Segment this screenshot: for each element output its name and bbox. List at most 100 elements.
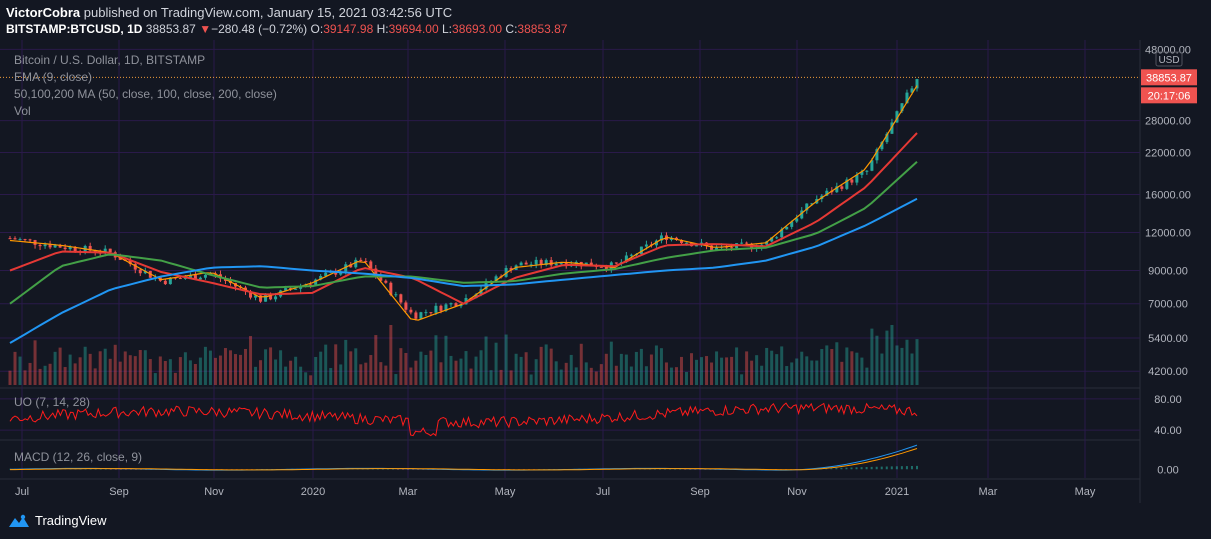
macd-histogram-bar	[119, 469, 122, 470]
volume-bar	[795, 358, 799, 385]
candle-body	[850, 179, 854, 183]
time-axis-label: May	[495, 486, 516, 498]
volume-bar	[133, 356, 137, 385]
macd-histogram-bar	[396, 469, 399, 470]
volume-bar	[148, 359, 152, 385]
candle-body	[389, 282, 393, 295]
volume-bar	[619, 353, 623, 385]
volume-bar	[564, 362, 568, 385]
volume-bar	[364, 362, 368, 385]
volume-bar	[780, 346, 784, 385]
candle-body	[88, 245, 92, 251]
candle-body	[63, 247, 67, 250]
volume-bar	[13, 351, 17, 385]
tradingview-logo[interactable]: TradingView	[8, 513, 107, 528]
volume-bar	[790, 362, 794, 385]
candle-body	[309, 284, 313, 286]
candle-body	[274, 296, 278, 300]
uo-line	[9, 402, 918, 437]
candle-body	[740, 242, 744, 244]
candle-body	[840, 186, 844, 189]
macd-histogram-bar	[376, 469, 379, 470]
candle-body	[785, 226, 789, 230]
macd-histogram-bar	[845, 467, 848, 470]
volume-bar	[324, 344, 328, 385]
volume-bar	[399, 348, 403, 385]
volume-bar	[63, 367, 67, 385]
macd-histogram-bar	[381, 469, 384, 470]
footer: TradingView	[0, 503, 1211, 539]
volume-bar	[805, 356, 809, 385]
signal-line	[10, 448, 918, 471]
volume-bar	[910, 353, 914, 385]
volume-bar	[554, 361, 558, 385]
volume-bar	[93, 368, 97, 385]
volume-bars	[8, 325, 919, 385]
low-value: 38693.00	[452, 22, 503, 36]
volume-bar	[259, 360, 263, 385]
volume-bar	[860, 357, 864, 385]
candle-body	[198, 277, 202, 280]
volume-bar	[644, 366, 648, 385]
candle-body	[614, 262, 618, 264]
macd-histogram-bar	[109, 469, 112, 470]
volume-bar	[720, 357, 724, 385]
volume-bar	[123, 351, 127, 385]
price-chart[interactable]: Jul Sep Nov 2020 Mar May Jul Sep Nov 2021 Mar May48…	[0, 40, 1211, 503]
candle-body	[775, 237, 779, 239]
volume-bar	[158, 356, 162, 385]
macd-histogram-bar	[840, 467, 843, 470]
volume-bar	[574, 367, 578, 385]
volume-bar	[203, 346, 207, 385]
volume-bar	[314, 356, 318, 385]
macd-histogram-bar	[659, 469, 662, 470]
candle-body	[730, 247, 734, 249]
volume-bar	[469, 368, 473, 385]
candle-body	[810, 203, 814, 205]
volume-bar	[705, 356, 709, 385]
volume-bar	[213, 357, 217, 385]
volume-bar	[98, 351, 102, 385]
candle-body	[374, 268, 378, 276]
author-name[interactable]: VictorCobra	[6, 5, 81, 20]
candle-body	[8, 238, 12, 240]
volume-bar	[168, 359, 172, 385]
macd-histogram-bar	[684, 469, 687, 470]
volume-bar	[88, 353, 92, 385]
volume-bar	[509, 370, 513, 385]
volume-bar	[38, 368, 42, 385]
volume-bar	[138, 350, 142, 385]
volume-bar	[594, 371, 598, 385]
volume-bar	[419, 351, 423, 385]
tradingview-logo-text: TradingView	[35, 513, 107, 528]
volume-bar	[239, 354, 243, 385]
symbol-label[interactable]: BITSTAMP:BTCUSD, 1D	[6, 22, 143, 36]
volume-bar	[900, 347, 904, 385]
price-axis-tick: 7000.00	[1148, 299, 1188, 311]
legend-vol: Vol	[14, 104, 31, 118]
low-label: L:	[442, 22, 453, 36]
volume-bar	[810, 360, 814, 385]
volume-bar	[28, 362, 32, 385]
volume-bar	[208, 350, 212, 385]
volume-bar	[78, 357, 82, 385]
time-axis-label: Jul	[596, 486, 610, 498]
candle-body	[43, 244, 47, 247]
volume-bar	[103, 348, 107, 385]
volume-bar	[589, 367, 593, 385]
published-text: published on TradingView.com, January 15…	[83, 5, 453, 20]
volume-bar	[334, 344, 338, 385]
price-axis-tick: 22000.00	[1145, 147, 1191, 159]
macd-histogram-bar	[99, 469, 102, 470]
volume-bar	[294, 356, 298, 385]
time-axis-label: Nov	[787, 486, 807, 498]
volume-bar	[429, 350, 433, 385]
volume-bar	[529, 374, 533, 385]
legend: Bitcoin / U.S. Dollar, 1D, BITSTAMP EMA (…	[14, 53, 277, 464]
candle-body	[865, 170, 869, 172]
volume-bar	[514, 353, 518, 385]
macd-histogram-bar	[114, 469, 117, 470]
volume-bar	[755, 355, 759, 385]
close-label: C:	[505, 22, 518, 36]
macd-histogram-bar	[134, 469, 137, 470]
